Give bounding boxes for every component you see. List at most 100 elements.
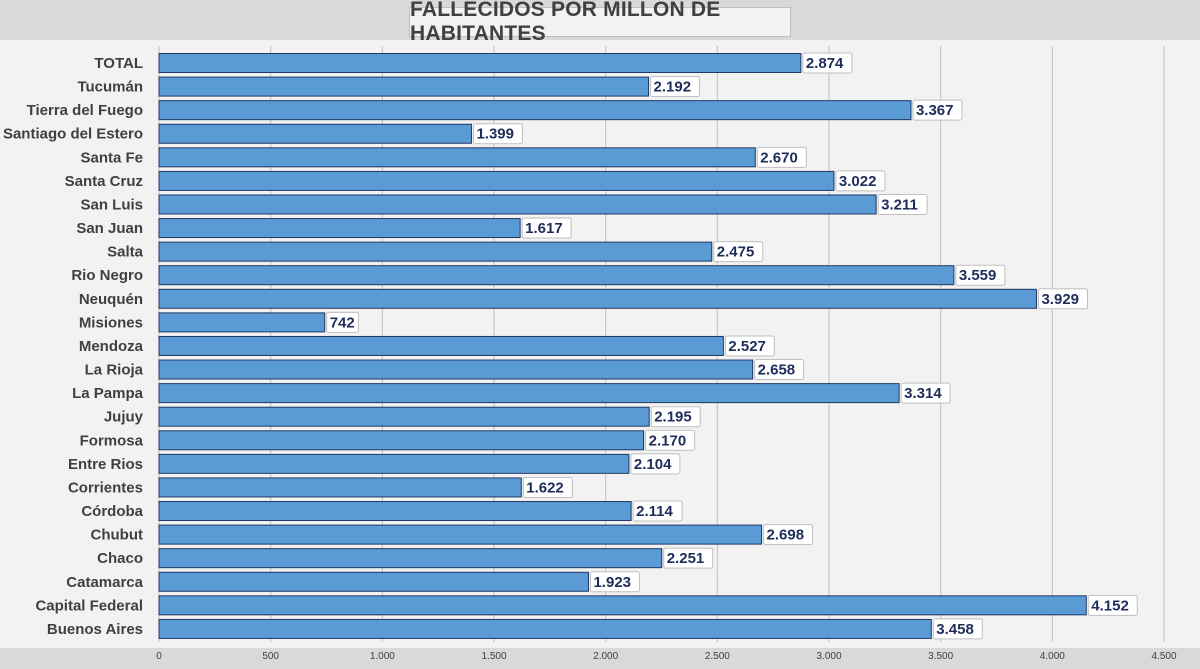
- bar: [158, 76, 650, 97]
- x-tick-label: 1.500: [481, 651, 506, 662]
- bar: [158, 123, 472, 144]
- data-label-box: [326, 311, 360, 333]
- data-label: 1.399: [476, 126, 514, 143]
- x-tick-label: 4.500: [1151, 651, 1176, 662]
- data-label-box: [645, 429, 696, 451]
- bar: [158, 571, 589, 592]
- bar: [158, 477, 522, 498]
- x-tick-label: 3.000: [816, 651, 841, 662]
- data-label: 2.698: [767, 527, 805, 544]
- data-label-box: [521, 217, 572, 239]
- bar: [158, 100, 912, 121]
- data-label-box: [763, 524, 814, 546]
- category-label: Misiones: [79, 314, 143, 331]
- data-label-box: [877, 193, 928, 215]
- category-label: La Rioja: [85, 362, 144, 379]
- bars: [158, 53, 1087, 639]
- category-label: Chubut: [91, 527, 143, 544]
- data-label: 1.923: [593, 574, 631, 591]
- category-label: Neuquén: [79, 291, 143, 308]
- category-label: TOTAL: [94, 55, 143, 72]
- bar: [158, 147, 756, 168]
- data-label-box: [663, 547, 714, 569]
- x-tick-label: 4.000: [1040, 651, 1065, 662]
- data-label: 2.114: [636, 503, 673, 520]
- bar: [158, 453, 630, 474]
- bar: [158, 241, 713, 262]
- x-tick-label: 2.000: [593, 651, 618, 662]
- data-label: 2.475: [717, 244, 755, 261]
- x-axis-ticks: 0 500 1.000 1.500 2.000 2.500 3.000 3.500 4.000 4…: [156, 651, 1177, 662]
- data-label-box: [932, 618, 983, 640]
- category-label: San Juan: [76, 220, 143, 237]
- data-label-box: [955, 264, 1006, 286]
- bar: [158, 359, 754, 380]
- category-label: Formosa: [80, 432, 144, 449]
- data-label-box: [650, 76, 701, 98]
- data-label-box: [630, 453, 681, 475]
- category-label: San Luis: [80, 196, 143, 213]
- category-label: Corrientes: [68, 479, 143, 496]
- bar: [158, 383, 900, 404]
- data-label: 2.874: [806, 55, 844, 72]
- bar: [158, 524, 763, 545]
- category-label: Córdoba: [81, 503, 143, 520]
- category-label: Rio Negro: [71, 267, 143, 284]
- bar: [158, 265, 955, 286]
- category-label: Tucumán: [77, 79, 143, 96]
- x-tick-label: 3.500: [928, 651, 953, 662]
- data-label-box: [522, 476, 573, 498]
- bar: [158, 312, 326, 333]
- data-label: 2.195: [654, 409, 692, 426]
- category-label: Santa Fe: [80, 149, 143, 166]
- bar: [158, 194, 877, 215]
- data-label: 3.559: [959, 267, 997, 284]
- data-label-box: [900, 382, 951, 404]
- category-label: Tierra del Fuego: [27, 102, 143, 119]
- bar: [158, 218, 521, 239]
- data-label: 4.152: [1091, 597, 1129, 614]
- data-label-box: [713, 241, 764, 263]
- bar: [158, 53, 802, 73]
- data-label: 3.929: [1041, 291, 1079, 308]
- data-label: 2.104: [634, 456, 672, 473]
- category-label: Entre Rios: [68, 456, 143, 473]
- data-label: 2.170: [649, 432, 687, 449]
- data-label-box: [1037, 288, 1088, 310]
- category-label: Mendoza: [79, 338, 144, 355]
- data-label: 2.251: [667, 550, 705, 567]
- data-label: 1.622: [526, 479, 564, 496]
- category-label: Salta: [107, 244, 144, 261]
- bar: [158, 430, 645, 451]
- data-label: 2.670: [760, 149, 798, 166]
- x-tick-label: 500: [262, 651, 279, 662]
- data-label-box: [802, 52, 853, 74]
- data-label-box: [835, 170, 886, 192]
- category-label: Capital Federal: [35, 597, 143, 614]
- data-label: 2.658: [758, 362, 796, 379]
- category-label: Buenos Aires: [47, 621, 143, 638]
- category-labels: TOTAL Tucumán Tierra del Fuego Santiago del…: [3, 55, 144, 638]
- category-label: Santiago del Estero: [3, 126, 143, 143]
- bar: [158, 406, 650, 427]
- data-label-box: [472, 123, 523, 145]
- data-label-box: [589, 571, 640, 593]
- data-label-box: [650, 406, 701, 428]
- x-tick-label: 0: [156, 651, 162, 662]
- data-label-box: [754, 359, 805, 381]
- x-tick-label: 2.500: [705, 651, 730, 662]
- bar: [158, 335, 724, 356]
- data-label-box: [1087, 594, 1138, 616]
- bar: [158, 501, 632, 522]
- category-label: Santa Cruz: [65, 173, 143, 190]
- data-label: 3.211: [881, 196, 918, 213]
- bar: [158, 595, 1087, 616]
- bar: [158, 618, 932, 639]
- data-label: 1.617: [525, 220, 563, 237]
- data-label: 2.527: [728, 338, 766, 355]
- data-label: 3.458: [936, 621, 974, 638]
- bar: [158, 288, 1037, 309]
